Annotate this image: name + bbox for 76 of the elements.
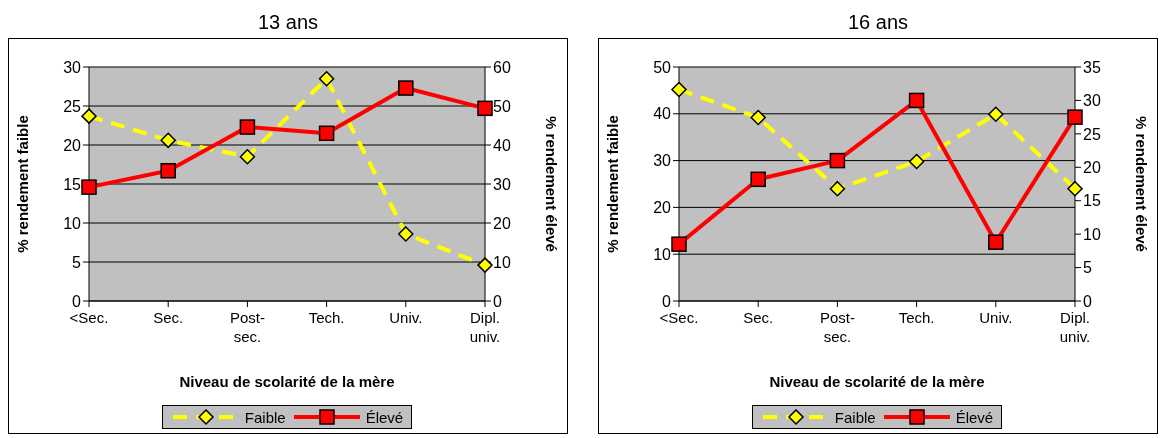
point [160,132,176,149]
x-tick-label: <Sec. [69,309,109,326]
point [477,100,493,117]
y2-tick-label: 0 [1083,292,1092,310]
legend-label: Faible [834,408,876,426]
point [81,108,97,124]
point [318,70,335,87]
y2-tick-label: 0 [493,292,502,310]
y-tick-label: 40 [653,105,672,123]
y-tick-label: 0 [662,292,672,310]
y-axis-title: % rendement faible [14,115,32,253]
x-tick-label: Tech. [308,309,345,326]
x-tick-label: Sec. [743,309,774,326]
y-tick-label: 30 [653,152,672,170]
y2-tick-label: 40 [493,136,511,154]
point [318,125,335,142]
x-tick-label: Dipl. univ. [1059,309,1091,345]
point [398,226,414,242]
y2-tick-label: 60 [493,58,511,76]
point [671,236,687,252]
point [908,153,925,170]
point [750,109,766,126]
y2-tick-label: 10 [1083,225,1101,243]
x-tick-label: <Sec. [659,309,699,326]
y-tick-label: 30 [63,58,82,76]
y2-tick-label: 10 [493,253,511,271]
legend-label: Élevé [955,408,994,426]
point [671,81,687,98]
point [908,92,925,109]
y-tick-label: 0 [72,292,82,310]
y-tick-label: 10 [63,214,82,232]
y2-tick-label: 30 [1083,92,1101,110]
y2-tick-label: 50 [493,97,511,115]
legend-label: Faible [244,408,286,426]
x-tick-label: Post-sec. [819,309,855,345]
point [829,152,846,169]
point [81,179,97,195]
point [1067,180,1083,197]
point [988,106,1004,123]
x-tick-label: Univ. [389,309,423,326]
x-tick-label: Post-sec. [229,309,265,345]
point [239,119,256,135]
y2-tick-label: 5 [1083,259,1092,277]
y2-axis-title: % rendement élevé [1132,116,1150,252]
y2-tick-label: 20 [493,214,511,232]
y-tick-label: 20 [63,136,82,154]
y-tick-label: 15 [63,175,82,193]
point [160,162,176,179]
x-axis-title: Niveau de scolarité de la mère [179,373,395,390]
point [239,148,256,165]
x-axis-title: Niveau de scolarité de la mère [769,373,985,390]
x-tick-label: Tech. [898,309,935,326]
y-tick-label: 50 [653,58,672,76]
chart-title: 13 ans [256,10,320,35]
y2-axis-title: % rendement élevé [542,116,560,252]
y2-tick-label: 15 [1083,192,1101,210]
y-axis-title: % rendement faible [604,115,622,253]
point [750,171,766,188]
x-tick-label: Sec. [153,309,184,326]
y-tick-label: 20 [653,199,672,217]
point [1067,109,1083,125]
point [988,234,1004,250]
y-tick-label: 25 [63,97,82,115]
point [829,180,846,197]
x-tick-label: Dipl. univ. [469,309,501,345]
y-tick-label: 10 [653,245,672,263]
x-tick-label: Univ. [979,309,1013,326]
y2-tick-label: 35 [1083,58,1101,76]
legend-label: Élevé [365,408,404,426]
chart-title: 16 ans [846,10,910,35]
point [477,257,493,273]
point [398,80,414,96]
y-tick-label: 5 [72,253,82,271]
y2-tick-label: 30 [493,175,511,193]
y2-tick-label: 25 [1083,125,1101,143]
y2-tick-label: 20 [1083,158,1101,176]
